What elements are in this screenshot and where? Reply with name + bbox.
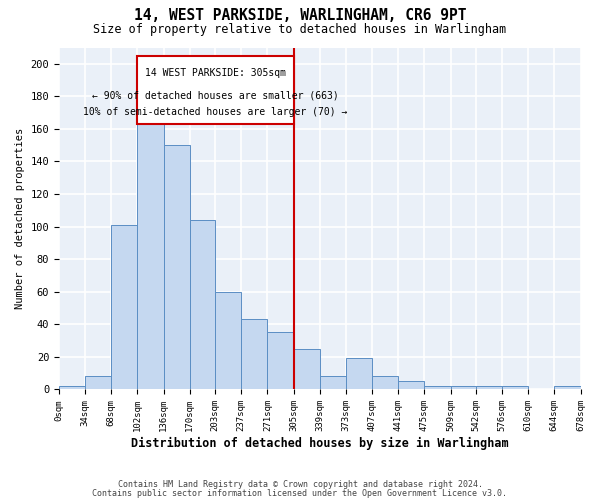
Bar — [502, 386, 528, 390]
Text: 14 WEST PARKSIDE: 305sqm: 14 WEST PARKSIDE: 305sqm — [145, 68, 286, 78]
Bar — [320, 376, 346, 390]
FancyBboxPatch shape — [137, 56, 293, 124]
Bar — [372, 376, 398, 390]
Bar — [346, 358, 372, 390]
Bar — [451, 386, 476, 390]
Text: 10% of semi-detached houses are larger (70) →: 10% of semi-detached houses are larger (… — [83, 108, 348, 118]
Bar — [112, 225, 137, 390]
Bar — [85, 376, 112, 390]
Bar — [268, 332, 293, 390]
Bar — [215, 292, 241, 390]
Bar — [476, 386, 502, 390]
Text: Contains public sector information licensed under the Open Government Licence v3: Contains public sector information licen… — [92, 488, 508, 498]
Text: ← 90% of detached houses are smaller (663): ← 90% of detached houses are smaller (66… — [92, 90, 339, 100]
Bar — [398, 381, 424, 390]
Text: 14, WEST PARKSIDE, WARLINGHAM, CR6 9PT: 14, WEST PARKSIDE, WARLINGHAM, CR6 9PT — [134, 8, 466, 22]
Bar — [59, 386, 85, 390]
Bar — [164, 145, 190, 390]
Y-axis label: Number of detached properties: Number of detached properties — [15, 128, 25, 309]
Bar — [241, 320, 268, 390]
Bar — [190, 220, 215, 390]
X-axis label: Distribution of detached houses by size in Warlingham: Distribution of detached houses by size … — [131, 437, 509, 450]
Bar — [554, 386, 581, 390]
Text: Contains HM Land Registry data © Crown copyright and database right 2024.: Contains HM Land Registry data © Crown c… — [118, 480, 482, 489]
Bar — [137, 124, 164, 390]
Text: Size of property relative to detached houses in Warlingham: Size of property relative to detached ho… — [94, 22, 506, 36]
Bar — [424, 386, 451, 390]
Bar — [293, 348, 320, 390]
